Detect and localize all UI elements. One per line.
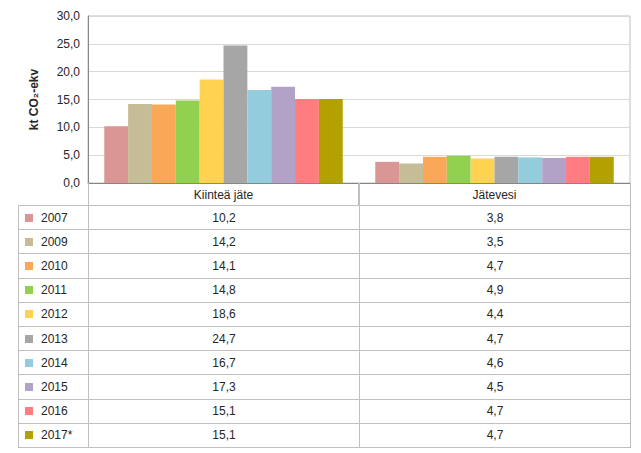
html-text:4,9: 4,9 [486,283,504,298]
html-text:4,7: 4,7 [486,331,504,346]
svg-text:10,0: 10,0 [57,120,81,134]
html-text:18,6: 18,6 [212,307,236,322]
html-text:3,8: 3,8 [486,210,504,225]
html-text:2009: 2009 [41,234,68,249]
html-text:14,2: 14,2 [212,234,236,249]
html-text:4,4: 4,4 [486,307,504,322]
html-text:2012: 2012 [41,307,68,322]
html-text:24,7: 24,7 [212,331,236,346]
html-text:2014: 2014 [41,355,68,370]
html-text:14,8: 14,8 [212,283,236,298]
html-text:17,3: 17,3 [212,380,236,394]
html-text:2017*: 2017* [41,428,73,443]
svg-text:20,0: 20,0 [57,65,81,79]
svg-text:15,0: 15,0 [57,93,81,107]
html-text:16,7: 16,7 [212,355,236,370]
svg-text:5,0: 5,0 [63,148,80,162]
html-text:14,1: 14,1 [212,259,236,273]
svg-text:Jätevesi: Jätevesi [472,188,516,202]
html-text:4,7: 4,7 [486,259,504,273]
html-text:15,1: 15,1 [212,428,236,443]
html-text:2016: 2016 [41,404,68,419]
svg-text:kt CO₂-ekv: kt CO₂-ekv [27,69,41,131]
html-text:3,5: 3,5 [486,234,504,249]
svg-text:25,0: 25,0 [57,37,81,51]
html-text:4,5: 4,5 [486,380,504,394]
html-text:15,1: 15,1 [212,404,236,419]
html-text:4,7: 4,7 [486,404,504,419]
html-text:4,6: 4,6 [486,355,504,370]
html-text:2015: 2015 [41,380,68,394]
html-text:4,7: 4,7 [486,428,504,443]
svg-text:0,0: 0,0 [63,176,80,190]
html-text:2007: 2007 [41,210,68,225]
html-text:2010: 2010 [41,259,68,273]
html-text:2011: 2011 [41,283,67,298]
html-text:10,2: 10,2 [212,210,236,225]
svg-text:30,0: 30,0 [57,9,81,23]
svg-text:Kiinteä jäte: Kiinteä jäte [194,188,254,202]
html-text:2013: 2013 [41,331,68,346]
